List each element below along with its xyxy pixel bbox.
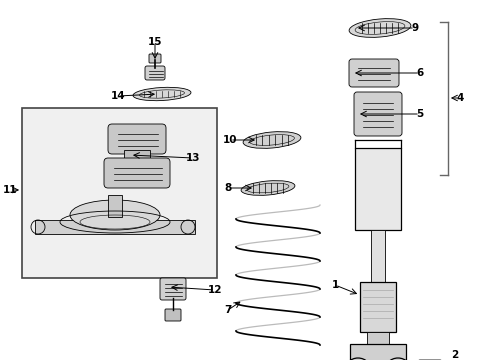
Bar	[124, 150, 150, 162]
Text: 13: 13	[185, 153, 200, 163]
Text: 14: 14	[110, 91, 125, 101]
Ellipse shape	[243, 132, 300, 148]
Bar	[370, 230, 384, 282]
Text: 7: 7	[224, 305, 231, 315]
FancyBboxPatch shape	[164, 309, 181, 321]
Text: 4: 4	[455, 93, 463, 103]
FancyBboxPatch shape	[149, 54, 161, 63]
FancyBboxPatch shape	[108, 124, 165, 154]
Text: 1: 1	[331, 280, 338, 290]
Bar	[349, 344, 405, 360]
FancyBboxPatch shape	[348, 59, 398, 87]
Ellipse shape	[241, 181, 294, 195]
Text: 11: 11	[3, 185, 17, 195]
Text: 10: 10	[223, 135, 237, 145]
Ellipse shape	[348, 19, 410, 37]
Text: 5: 5	[415, 109, 423, 119]
FancyBboxPatch shape	[353, 92, 401, 136]
Text: 2: 2	[450, 350, 458, 360]
Bar	[108, 195, 122, 217]
FancyBboxPatch shape	[104, 158, 170, 188]
Bar	[359, 282, 395, 332]
Text: 6: 6	[415, 68, 423, 78]
FancyBboxPatch shape	[160, 278, 185, 300]
Ellipse shape	[133, 87, 191, 101]
Ellipse shape	[70, 200, 160, 230]
Text: 15: 15	[147, 37, 162, 47]
Bar	[35, 220, 195, 234]
FancyBboxPatch shape	[22, 108, 217, 278]
Text: 9: 9	[410, 23, 418, 33]
Text: 12: 12	[207, 285, 222, 295]
Bar	[366, 332, 388, 344]
Text: 8: 8	[224, 183, 231, 193]
Bar	[354, 148, 400, 230]
FancyBboxPatch shape	[145, 66, 164, 80]
